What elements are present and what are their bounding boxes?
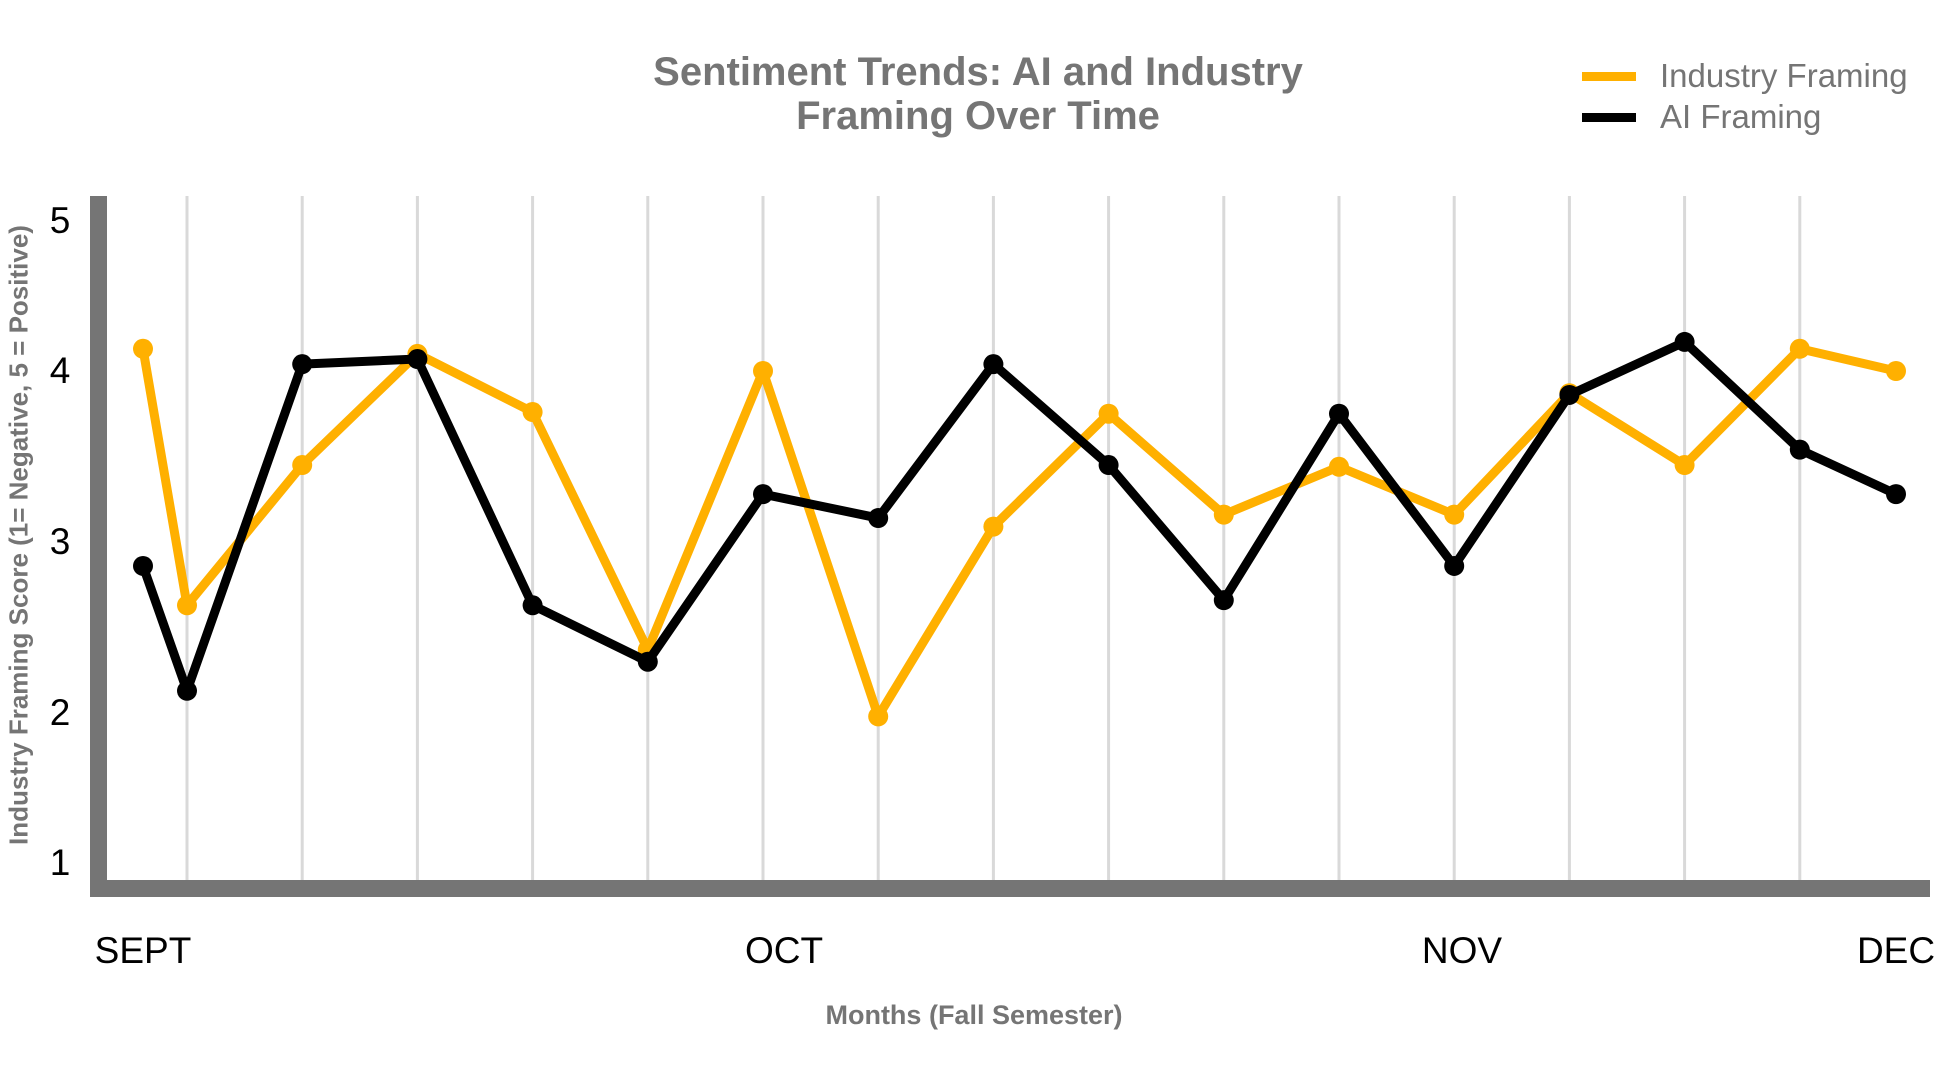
data-point-industry	[1674, 455, 1695, 476]
legend-swatch-industry	[1582, 71, 1636, 81]
x-axis-title: Months (Fall Semester)	[825, 1000, 1123, 1030]
chart-title-line-1: Sentiment Trends: AI and Industry	[653, 50, 1303, 94]
data-point-ai	[522, 595, 543, 616]
data-point-ai	[753, 484, 773, 505]
chart-title: Sentiment Trends: AI and Industry Framin…	[578, 50, 1378, 138]
data-point-ai	[868, 508, 889, 529]
data-point-ai	[292, 354, 313, 375]
y-axis-title: Industry Framing Score (1= Negative, 5 =…	[3, 225, 34, 845]
data-point-ai	[1789, 439, 1810, 460]
y-tick-label: 4	[49, 350, 71, 391]
legend-swatch-ai	[1582, 112, 1636, 122]
data-point-industry	[177, 595, 197, 616]
data-point-ai	[407, 349, 428, 370]
data-point-industry	[1789, 338, 1810, 359]
data-point-industry	[133, 338, 153, 359]
chart-title-line-2: Framing Over Time	[796, 94, 1160, 138]
data-point-ai	[1213, 590, 1234, 611]
data-point-industry	[983, 516, 1004, 537]
data-point-industry	[1444, 504, 1465, 525]
data-point-ai	[1098, 455, 1119, 476]
y-tick-label: 1	[49, 842, 71, 883]
data-point-ai	[1559, 384, 1580, 405]
x-tick-oct: OCT	[744, 930, 824, 971]
y-axis-line	[90, 196, 107, 896]
data-point-ai	[1886, 484, 1906, 505]
data-point-industry	[1329, 456, 1349, 477]
data-point-ai	[983, 354, 1004, 375]
data-point-industry	[1213, 504, 1234, 525]
data-point-industry	[292, 455, 313, 476]
y-tick-label: 5	[49, 200, 71, 241]
data-point-industry	[1886, 361, 1906, 381]
legend-item-ai-framing: AI Framing	[1582, 97, 1821, 137]
data-point-ai	[177, 680, 197, 701]
data-point-ai	[133, 555, 153, 576]
data-point-industry	[1098, 403, 1119, 424]
y-tick-label: 3	[49, 521, 71, 562]
x-tick-nov: NOV	[1421, 930, 1503, 971]
series-line-ai	[138, 337, 1898, 696]
x-tick-dec: DEC	[1856, 930, 1936, 971]
y-tick-label: 2	[49, 692, 71, 733]
legend-label-ai: AI Framing	[1660, 98, 1822, 135]
legend-item-industry-framing: Industry Framing	[1582, 56, 1908, 96]
data-point-industry	[868, 706, 889, 727]
data-point-industry	[522, 402, 543, 423]
data-point-industry	[753, 361, 773, 381]
data-point-ai	[1444, 555, 1465, 576]
series-line-industry	[138, 344, 1898, 721]
legend-label-industry: Industry Framing	[1660, 57, 1908, 94]
x-tick-sept: SEPT	[94, 930, 192, 971]
data-point-ai	[1674, 331, 1695, 352]
data-point-ai	[1329, 403, 1349, 424]
x-axis-line	[90, 880, 1930, 897]
data-point-ai	[637, 651, 658, 672]
